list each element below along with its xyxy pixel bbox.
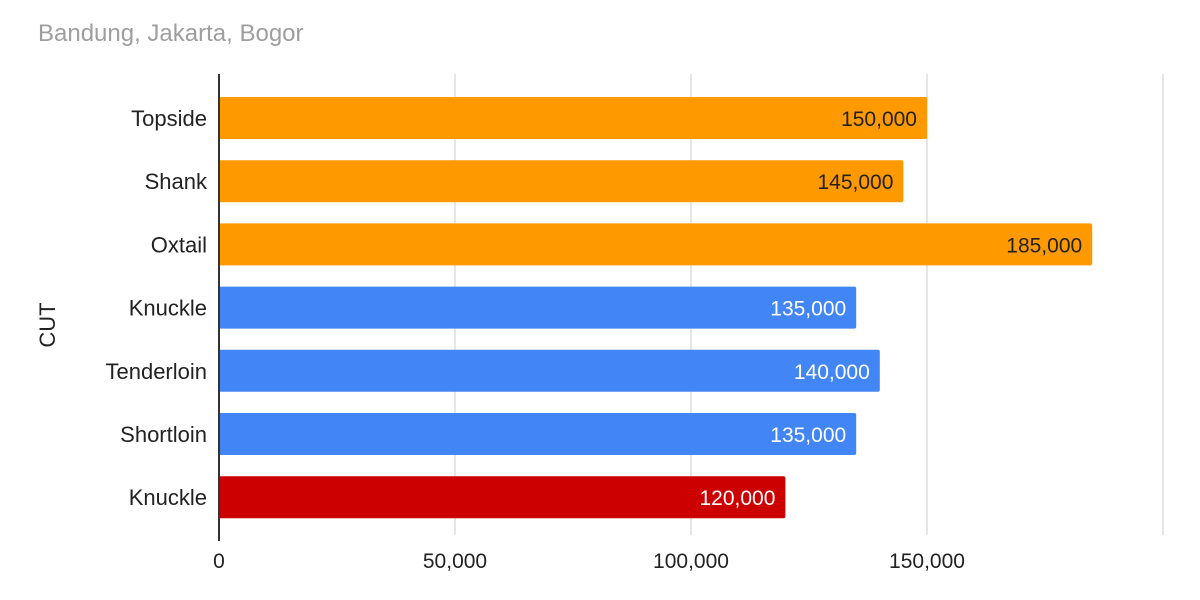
category-label: Oxtail — [151, 232, 207, 257]
bar — [219, 349, 880, 392]
bar — [219, 413, 857, 455]
bar — [219, 223, 1093, 266]
y-axis-title: CUT — [35, 302, 60, 347]
data-label: 120,000 — [699, 487, 775, 510]
data-label: 150,000 — [841, 108, 917, 131]
category-label: Tenderloin — [105, 359, 207, 384]
bar — [219, 97, 927, 139]
x-tick-label: 0 — [213, 550, 225, 573]
x-tick-label: 100,000 — [653, 550, 729, 573]
bar — [219, 160, 904, 203]
x-tick-label: 150,000 — [889, 550, 965, 573]
category-label: Topside — [131, 106, 207, 131]
category-label: Knuckle — [129, 296, 207, 321]
data-label: 185,000 — [1006, 234, 1082, 257]
category-label: Shortloin — [120, 422, 207, 447]
category-label: Shank — [145, 169, 208, 194]
chart-subtitle: Bandung, Jakarta, Bogor — [38, 20, 304, 47]
data-label: 140,000 — [794, 361, 870, 384]
x-tick-label: 50,000 — [423, 550, 487, 573]
data-label: 135,000 — [770, 298, 846, 321]
data-label: 145,000 — [817, 171, 893, 194]
data-label: 135,000 — [770, 424, 846, 447]
bar — [219, 286, 857, 329]
bar — [219, 476, 786, 519]
category-label: Knuckle — [129, 485, 207, 510]
